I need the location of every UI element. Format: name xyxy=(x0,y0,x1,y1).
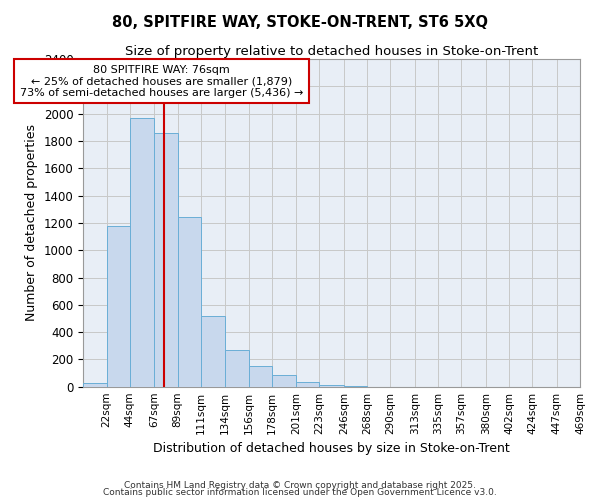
Bar xyxy=(296,382,319,386)
Bar xyxy=(107,226,130,386)
Bar xyxy=(178,217,201,386)
Bar xyxy=(225,350,248,387)
Bar xyxy=(83,382,107,386)
Bar xyxy=(130,118,154,386)
Title: Size of property relative to detached houses in Stoke-on-Trent: Size of property relative to detached ho… xyxy=(125,45,538,58)
Bar xyxy=(319,384,344,386)
Text: 80 SPITFIRE WAY: 76sqm
← 25% of detached houses are smaller (1,879)
73% of semi-: 80 SPITFIRE WAY: 76sqm ← 25% of detached… xyxy=(20,64,304,98)
Text: 80, SPITFIRE WAY, STOKE-ON-TRENT, ST6 5XQ: 80, SPITFIRE WAY, STOKE-ON-TRENT, ST6 5X… xyxy=(112,15,488,30)
Bar xyxy=(201,316,225,386)
Bar xyxy=(272,375,296,386)
Bar xyxy=(154,133,178,386)
Y-axis label: Number of detached properties: Number of detached properties xyxy=(25,124,38,322)
Bar xyxy=(248,366,272,386)
Text: Contains HM Land Registry data © Crown copyright and database right 2025.: Contains HM Land Registry data © Crown c… xyxy=(124,480,476,490)
Text: Contains public sector information licensed under the Open Government Licence v3: Contains public sector information licen… xyxy=(103,488,497,497)
X-axis label: Distribution of detached houses by size in Stoke-on-Trent: Distribution of detached houses by size … xyxy=(153,442,510,455)
